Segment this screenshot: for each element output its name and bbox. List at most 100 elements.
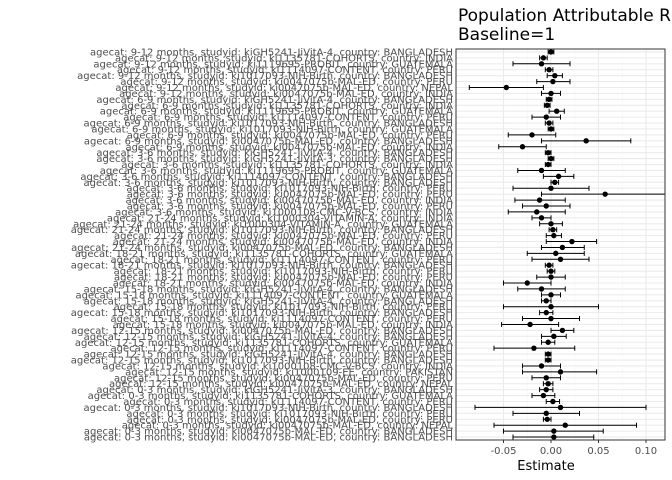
- y-tick-label: agecat: 0-3 months, studyid: ki0047075b-…: [84, 427, 453, 438]
- y-tick-label: agecat: 21-24 months, studyid: ki1000304…: [107, 213, 453, 224]
- y-tick-label: agecat: 9-12 months, studyid: ki0047075b…: [120, 77, 453, 88]
- y-tick-label: agecat: 18-21 months, studyid: ki1114097…: [111, 255, 454, 266]
- estimate-point: [557, 369, 564, 375]
- chart-subtitle: Baseline=1: [458, 25, 555, 45]
- y-tick-label: agecat: 15-18 months, studyid: ki1017093…: [71, 308, 453, 319]
- estimate-point: [552, 72, 558, 79]
- y-tick-label: agecat: 21-24 months, studyid: ki1017093…: [71, 225, 453, 236]
- y-tick-label: agecat: 0-3 months, studyid: ki0047075b-…: [84, 433, 453, 444]
- y-tick-label: agecat: 0-3 months, studyid: ki1114097-C…: [123, 397, 453, 408]
- y-tick-label: agecat: 18-21 months, studyid: ki0047075…: [114, 273, 453, 284]
- y-tick-label: agecat: 15-18 months, studyid: kiGH5241-…: [84, 284, 453, 295]
- estimate-point: [548, 292, 554, 298]
- estimate-point: [559, 327, 566, 334]
- y-tick-label: agecat: 3-6 months, studyid: ki1119695-P…: [100, 166, 453, 177]
- y-tick-label: agecat: 6-9 months, studyid: ki1119695-P…: [100, 107, 453, 118]
- estimate-point: [548, 274, 554, 280]
- panel-border: [455, 48, 666, 441]
- y-tick-label: agecat: 0-3 months, studyid: ki1135781-C…: [88, 391, 454, 402]
- estimate-point: [538, 167, 545, 174]
- y-tick-label: agecat: 6-9 months, studyid: ki1017093-N…: [91, 124, 453, 135]
- y-axis-labels: agecat: 9-12 months, studyid: kiGH5241-J…: [71, 47, 454, 443]
- y-tick-label: agecat: 3-6 months, studyid: kiGH5241-Ji…: [96, 154, 453, 165]
- y-tick-label: agecat: 15-18 months, studyid: ki1114097…: [111, 314, 454, 325]
- y-tick-label: agecat: 3-6 months, studyid: ki0047075b-…: [125, 196, 453, 207]
- y-tick-label: agecat: 0-3 months, studyid: kiGH5241-Ji…: [96, 385, 453, 396]
- y-tick-label: agecat: 3-6 months, studyid: ki1017093-N…: [84, 178, 453, 189]
- estimate-point: [538, 61, 545, 67]
- y-tick-label: agecat: 9-12 months, studyid: ki1114097-…: [117, 65, 453, 76]
- estimate-point: [543, 386, 549, 393]
- estimate-point: [524, 280, 530, 286]
- estimate-point: [548, 268, 554, 274]
- estimate-point: [554, 108, 560, 114]
- estimate-point: [519, 144, 526, 150]
- estimate-point: [534, 209, 540, 215]
- x-tick-label: 0.00: [540, 446, 562, 457]
- y-tick-label: agecat: 12-15 months, studyid: ki1017093…: [71, 356, 453, 367]
- y-tick-label: agecat: 3-6 months, studyid: ki1114097-C…: [80, 172, 453, 183]
- estimate-point: [548, 315, 554, 322]
- y-tick-label: agecat: 12-15 months, studyid: ki0047075…: [109, 379, 453, 390]
- y-tick-label: agecat: 9-12 months, studyid: ki1135781-…: [115, 53, 453, 64]
- estimate-point: [529, 132, 535, 138]
- y-tick-label: agecat: 21-24 months, studyid: ki1000304…: [73, 219, 453, 230]
- estimate-point: [551, 434, 557, 440]
- panel-background: [456, 49, 665, 440]
- y-tick-label: agecat: 12-15 months, studyid: ki1135781…: [75, 338, 453, 349]
- estimate-point: [527, 321, 533, 328]
- x-axis-label: Estimate: [517, 459, 574, 474]
- grid-layer: [456, 49, 665, 440]
- y-tick-label: agecat: 6-9 months, studyid: ki1017093-N…: [84, 119, 453, 130]
- y-tick-label: agecat: 18-21 months, studyid: ki0047075…: [113, 279, 453, 290]
- y-tick-label: agecat: 3-6 months, studyid: ki1017093-N…: [126, 184, 453, 195]
- estimate-point: [550, 398, 556, 405]
- estimate-point: [538, 215, 545, 221]
- estimate-point: [548, 185, 554, 191]
- estimate-point: [545, 149, 551, 156]
- x-tick-label: 0.05: [587, 446, 609, 457]
- estimate-point: [543, 309, 549, 316]
- y-tick-label: agecat: 9-12 months, studyid: ki1017093-…: [77, 71, 453, 82]
- estimate-point: [546, 262, 552, 268]
- y-tick-label: agecat: 6-9 months, studyid: ki0047075b-…: [84, 136, 453, 147]
- estimate-point: [551, 232, 557, 239]
- estimate-point: [551, 428, 557, 434]
- point-layer: [503, 49, 608, 440]
- estimate-point: [544, 416, 550, 422]
- estimate-point: [548, 304, 554, 310]
- y-tick-label: agecat: 12-15 months, studyid: ki0047075…: [71, 326, 453, 337]
- estimate-point: [548, 49, 554, 55]
- y-tick-label: agecat: 15-18 months, studyid: ki0047075…: [113, 320, 453, 331]
- y-tick-label: agecat: 6-9 months, studyid: ki0047075b-…: [127, 130, 453, 141]
- y-tick-label: agecat: 3-6 months, studyid: kiGH5241-Ji…: [96, 148, 453, 159]
- estimate-point: [551, 333, 557, 340]
- chart-title: Population Attributable Ris: [458, 6, 672, 26]
- estimate-point: [543, 203, 549, 209]
- estimate-point: [540, 55, 547, 61]
- estimate-point: [548, 90, 554, 97]
- y-tick-label: agecat: 6-9 months, studyid: ki1135781-C…: [121, 101, 453, 112]
- estimate-point: [545, 351, 551, 357]
- estimate-point: [550, 78, 556, 85]
- y-tick-label: agecat: 9-12 months, studyid: ki0047075b…: [119, 89, 453, 100]
- estimate-point: [538, 286, 545, 292]
- estimate-point: [543, 114, 549, 120]
- y-tick-label: agecat: 6-9 months, studyid: kiGH5241-Ji…: [96, 95, 453, 106]
- y-tick-label: agecat: 18-21 months, studyid: ki1017093…: [114, 267, 453, 278]
- y-tick-label: agecat: 9-12 months, studyid: ki0047075b…: [115, 83, 453, 94]
- y-tick-label: agecat: 12-15 months, studyid: kiGH5241-…: [84, 332, 453, 343]
- estimate-point: [544, 102, 550, 108]
- estimate-point: [543, 375, 549, 381]
- estimate-point: [543, 298, 549, 304]
- estimate-point: [569, 238, 575, 245]
- y-tick-label: agecat: 12-15 months, studyid: kiGH5241-…: [84, 350, 453, 361]
- y-tick-label: agecat: 3-6 months, studyid: ki1135781-C…: [121, 160, 453, 171]
- estimate-point: [546, 67, 552, 73]
- estimate-point: [538, 363, 545, 369]
- estimate-point: [548, 126, 554, 132]
- y-tick-label: agecat: 18-21 months, studyid: ki1135781…: [75, 249, 453, 260]
- y-tick-label: agecat: 21-24 months, studyid: ki0047075…: [113, 237, 453, 248]
- x-axis-ticks: -0.05 0.00 0.05 0.10: [491, 440, 657, 457]
